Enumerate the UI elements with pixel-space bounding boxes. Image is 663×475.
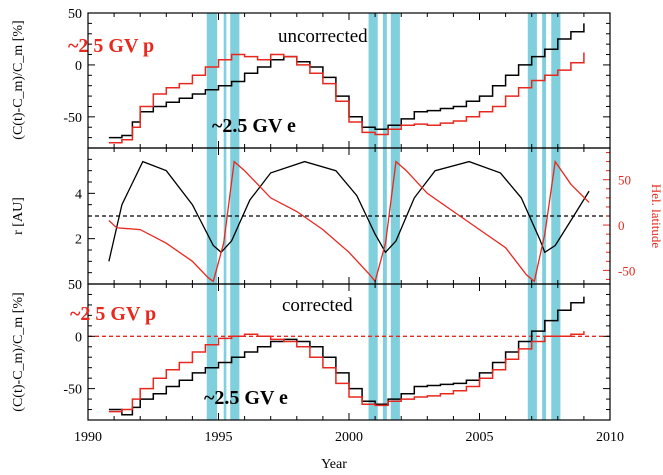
shaded-period-8 [551,13,561,420]
panel-0-series-1 [108,52,585,144]
latitude-curve [108,159,590,283]
bottom-proton-label: ~2 5 GV p [70,303,156,325]
top-y-label: 0 [75,59,82,74]
x-tick-label: 2005 [466,430,494,445]
x-tick-label: 2000 [335,430,363,445]
panel-frames [87,12,611,421]
distance-curve [108,160,590,262]
shaded-period-0 [206,13,218,420]
top-y-axis-title: (C(t)-C_m)/C_m [%] [11,20,26,139]
top-electron-label: ~2.5 GV e [212,115,296,137]
middle-y-label: 4 [75,187,82,202]
bottom-electron-label: ~2.5 GV e [204,387,288,409]
top-y-label: -50 [63,111,82,126]
top-proton-label: ~2 5 GV p [68,35,154,57]
panel-2-series-0 [108,296,585,416]
top-panel-title: uncorrected [278,26,368,47]
middle-y2-label: -50 [618,263,635,278]
x-tick-label: 2010 [596,430,624,445]
right-y-axis-title: Hel. latitude [649,184,663,248]
shaded-period-3 [368,13,378,420]
x-axis-title: Year [321,457,347,472]
top-y-label: 50 [68,7,82,22]
bottom-y-label: 50 [68,278,82,293]
middle-y-label: 2 [75,233,82,248]
chart-panels [88,23,610,416]
middle-y-axis-title: r [AU] [11,197,26,235]
middle-y2-label: 50 [618,173,631,188]
bottom-y-label: 0 [75,330,82,345]
bottom-panel-title: corrected [282,295,353,316]
shaded-period-1 [223,13,227,420]
middle-y2-label: 0 [618,218,625,233]
bottom-y-label: -50 [63,383,82,398]
shaded-period-2 [230,13,240,420]
panel-2-series-1 [108,331,585,413]
bottom-y-axis-title: (C(t)-C_m)/C_m [%] [11,292,26,411]
shaded-period-5 [390,13,400,420]
panel-0-series-0 [108,23,585,139]
panel-frame-2 [87,283,611,421]
x-tick-label: 1990 [74,430,102,445]
tick-labels: 1990 1995 2000 2005 2010 -50 0 50 -50 0 50 2 4 -50 0 50 [63,7,635,445]
x-tick-label: 1995 [205,430,233,445]
